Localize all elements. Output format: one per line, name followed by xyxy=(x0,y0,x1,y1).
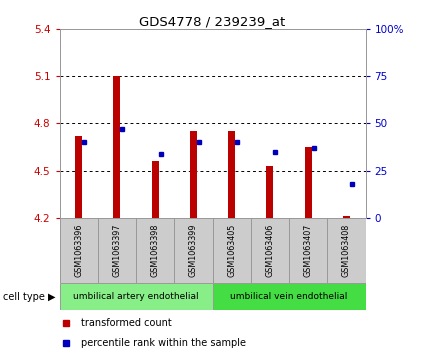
Text: umbilical vein endothelial: umbilical vein endothelial xyxy=(230,292,348,301)
Bar xyxy=(266,166,273,218)
Bar xyxy=(152,161,159,218)
Text: transformed count: transformed count xyxy=(81,318,172,328)
Text: GSM1063398: GSM1063398 xyxy=(150,224,160,277)
Text: GSM1063396: GSM1063396 xyxy=(74,224,83,277)
Bar xyxy=(98,218,136,283)
Text: GSM1063406: GSM1063406 xyxy=(265,224,275,277)
Bar xyxy=(343,216,350,218)
Bar xyxy=(305,147,312,218)
Bar xyxy=(228,131,235,218)
Text: umbilical artery endothelial: umbilical artery endothelial xyxy=(73,292,199,301)
Bar xyxy=(113,76,120,218)
Title: GDS4778 / 239239_at: GDS4778 / 239239_at xyxy=(139,15,286,28)
Bar xyxy=(136,218,174,283)
Bar xyxy=(212,218,251,283)
Text: GSM1063399: GSM1063399 xyxy=(189,224,198,277)
Bar xyxy=(60,283,212,310)
Text: GSM1063397: GSM1063397 xyxy=(112,224,122,277)
Bar xyxy=(174,218,212,283)
Text: GSM1063405: GSM1063405 xyxy=(227,224,236,277)
Bar xyxy=(190,131,197,218)
Text: GSM1063407: GSM1063407 xyxy=(303,224,313,277)
Bar xyxy=(289,218,327,283)
Bar xyxy=(327,218,366,283)
Bar xyxy=(251,218,289,283)
Text: cell type ▶: cell type ▶ xyxy=(3,292,55,302)
Bar xyxy=(75,136,82,218)
Bar xyxy=(212,283,366,310)
Bar xyxy=(60,218,98,283)
Text: GSM1063408: GSM1063408 xyxy=(342,224,351,277)
Text: percentile rank within the sample: percentile rank within the sample xyxy=(81,338,246,348)
